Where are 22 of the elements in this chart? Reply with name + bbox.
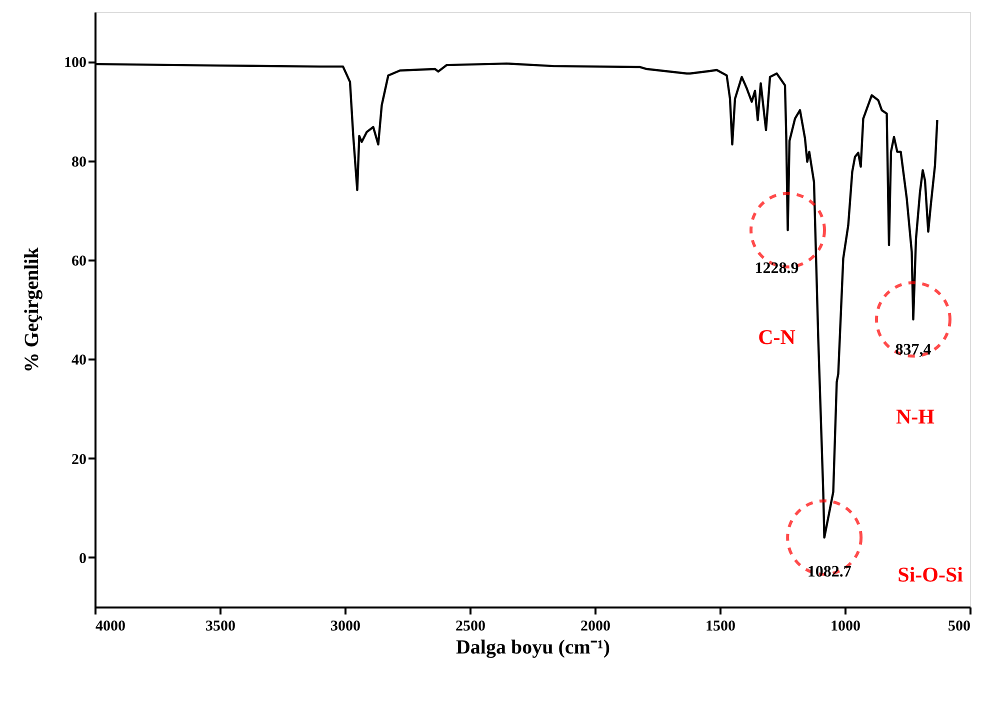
y-tick-label: 0 xyxy=(79,550,86,567)
x-axis-title: Dalga boyu (cm⁻¹) xyxy=(456,636,610,658)
annotation: Si-O-Si xyxy=(898,562,964,587)
x-tick-label: 3000 xyxy=(330,618,360,634)
x-tick-label: 2000 xyxy=(580,618,610,634)
annotation: C-N xyxy=(758,325,796,350)
x-tick-label: 1000 xyxy=(830,618,860,634)
y-tick-label: 20 xyxy=(72,452,86,468)
x-tick-label: 500 xyxy=(948,618,970,634)
annotation: 837,4 xyxy=(895,341,932,358)
y-tick-label: 80 xyxy=(72,154,86,170)
annotation: 1228.9 xyxy=(754,260,799,278)
annotation: 1082.7 xyxy=(807,564,852,581)
x-tick-label: 1500 xyxy=(706,618,736,634)
annotation: N-H xyxy=(896,404,934,428)
x-tick-label: 4000 xyxy=(96,618,126,634)
x-tick-label: 2500 xyxy=(456,618,486,634)
x-tick-label: 3500 xyxy=(206,618,236,634)
y-tick-label: 60 xyxy=(72,253,86,270)
y-tick-label: 100 xyxy=(64,55,86,72)
y-axis-title: % Geçirgenlik xyxy=(21,246,43,372)
y-tick-label: 40 xyxy=(72,352,86,369)
